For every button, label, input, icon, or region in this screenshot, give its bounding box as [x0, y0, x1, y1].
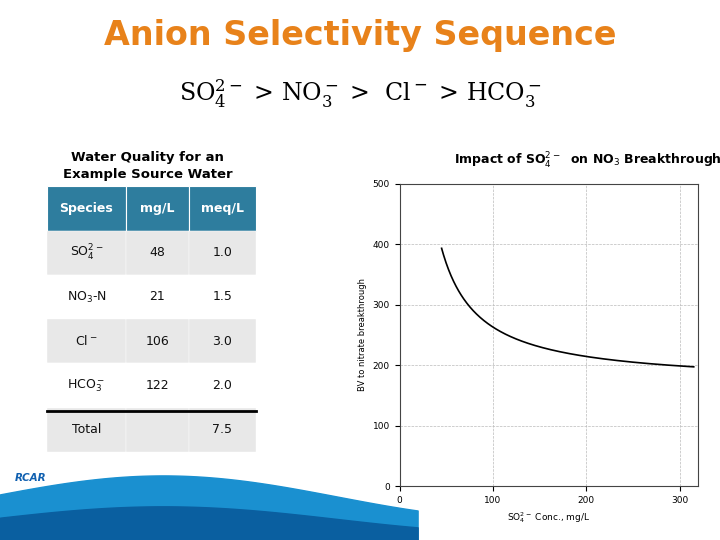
Text: 48: 48 [150, 246, 166, 259]
Y-axis label: BV to nitrate breakthrough: BV to nitrate breakthrough [358, 278, 367, 392]
Text: Total: Total [72, 423, 101, 436]
Text: 106: 106 [145, 335, 169, 348]
Text: SO$_4^{2-}$: SO$_4^{2-}$ [70, 242, 103, 263]
Text: NO$_3$-N: NO$_3$-N [66, 289, 107, 305]
Text: 3.0: 3.0 [212, 335, 232, 348]
Text: Impact of SO$_4^{2-}$  on NO$_3$ Breakthrough: Impact of SO$_4^{2-}$ on NO$_3$ Breakthr… [454, 151, 720, 171]
Text: RCAR: RCAR [14, 473, 46, 483]
Text: Species: Species [60, 202, 113, 215]
Text: 1.0: 1.0 [212, 246, 232, 259]
Text: mg/L: mg/L [140, 202, 175, 215]
Text: 1.5: 1.5 [212, 291, 232, 303]
Text: 21: 21 [150, 291, 166, 303]
Text: HCO$_3^-$: HCO$_3^-$ [68, 377, 106, 394]
Text: $\mathregular{SO_4^{2-}}$ > $\mathregular{NO_3^-}$ >  Cl$^-$ > $\mathregular{HCO: $\mathregular{SO_4^{2-}}$ > $\mathregula… [179, 78, 541, 111]
Text: 7.5: 7.5 [212, 423, 232, 436]
Text: Water Quality for an
Example Source Water: Water Quality for an Example Source Wate… [63, 151, 233, 181]
Text: Anion Selectivity Sequence: Anion Selectivity Sequence [104, 19, 616, 52]
X-axis label: SO$_4^{2-}$ Conc., mg/L: SO$_4^{2-}$ Conc., mg/L [508, 510, 590, 525]
Text: meq/L: meq/L [201, 202, 243, 215]
Text: Cl$^-$: Cl$^-$ [76, 334, 98, 348]
Text: 2.0: 2.0 [212, 379, 232, 392]
Text: 122: 122 [145, 379, 169, 392]
